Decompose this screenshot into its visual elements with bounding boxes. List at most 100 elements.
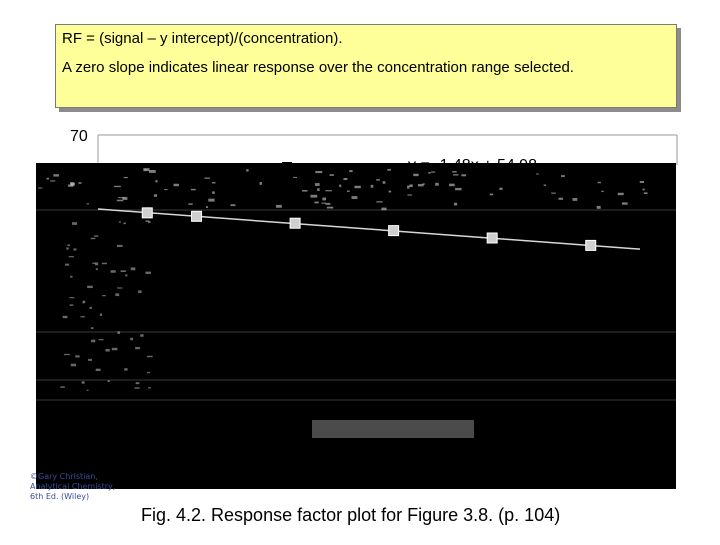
artifact-left-54: [95, 368, 101, 372]
artifact-85: [572, 198, 578, 201]
artifact-36: [489, 193, 494, 196]
x-axis-title-artifact: [312, 420, 474, 438]
artifact-left-35: [94, 262, 99, 266]
note-line-2: A zero slope indicates linear response o…: [62, 59, 574, 76]
data-point-1: [191, 210, 203, 222]
artifact-66: [211, 182, 216, 184]
artifact-84: [143, 168, 150, 172]
credit-line-2: Analytical Chemistry,: [30, 482, 116, 491]
artifact-9: [382, 181, 386, 184]
artifact-25: [116, 199, 124, 202]
artifact-52: [153, 194, 158, 197]
artifact-left-2: [67, 244, 70, 247]
artifact-left-56: [147, 387, 151, 389]
artifact-7: [302, 190, 308, 192]
artifact-left-50: [82, 302, 85, 304]
artifact-left-25: [118, 221, 121, 223]
artifact-left-22: [81, 381, 85, 384]
artifact-78: [329, 174, 334, 176]
artifact-left-46: [66, 247, 69, 250]
artifact-43: [351, 196, 358, 199]
artifact-15: [639, 180, 644, 183]
artifact-left-4: [88, 358, 92, 361]
artifact-87: [435, 182, 439, 186]
artifact-58: [325, 190, 332, 192]
artifact-34: [339, 184, 342, 188]
artifact-left-20: [94, 235, 99, 237]
artifact-left-31: [123, 222, 126, 225]
artifact-left-17: [138, 290, 142, 293]
artifact-left-7: [115, 293, 120, 297]
artifact-2: [409, 184, 413, 187]
artifact-left-13: [99, 313, 102, 316]
data-point-5: [585, 239, 597, 251]
artifact-33: [431, 171, 436, 173]
artifact-left-9: [130, 337, 134, 341]
artifact-80: [407, 194, 412, 196]
artifact-47: [354, 185, 361, 189]
artifact-24: [325, 202, 331, 205]
credit-line-3: 6th Ed. (Wiley): [30, 492, 90, 501]
artifact-left-3: [70, 275, 73, 278]
artifact-79: [190, 188, 196, 191]
artifact-46: [448, 183, 455, 187]
artifact-left-24: [72, 222, 78, 225]
artifact-11: [188, 203, 193, 205]
artifact-68: [212, 191, 215, 194]
artifact-left-15: [146, 355, 153, 358]
artifact-left-26: [86, 389, 89, 391]
credit-text: ©Gary Christian, Analytical Chemistry, 6…: [30, 472, 115, 502]
artifact-left-52: [124, 368, 128, 371]
artifact-32: [536, 173, 539, 175]
artifact-54: [561, 175, 565, 177]
artifact-left-37: [134, 387, 140, 389]
artifact-75: [597, 181, 601, 184]
artifact-86: [50, 180, 56, 182]
artifact-left-38: [91, 339, 96, 343]
data-point-4: [486, 232, 498, 244]
artifact-50: [164, 189, 168, 191]
artifact-12: [417, 184, 424, 187]
artifact-left-43: [92, 262, 96, 264]
artifact-left-14: [98, 339, 104, 341]
artifact-left-11: [95, 268, 98, 271]
artifact-82: [428, 171, 431, 174]
artifact-left-29: [62, 315, 68, 319]
artifact-13: [123, 176, 128, 179]
artifact-77: [551, 192, 556, 194]
figure-caption: Fig. 4.2. Response factor plot for Figur…: [141, 505, 561, 525]
artifact-left-6: [101, 262, 107, 265]
note-line-1: RF = (signal – y intercept)/(concentrati…: [62, 30, 343, 47]
artifact-left-32: [105, 348, 110, 352]
artifact-19: [621, 202, 628, 205]
artifact-left-8: [69, 304, 74, 306]
artifact-61: [376, 179, 380, 181]
artifact-56: [343, 178, 348, 181]
artifact-72: [422, 183, 425, 185]
artifact-6: [114, 185, 121, 188]
artifact-left-0: [65, 263, 70, 266]
artifact-21: [173, 183, 179, 187]
artifact-76: [70, 182, 74, 186]
artifact-4: [461, 174, 467, 177]
data-points: [141, 207, 597, 251]
artifact-65: [122, 196, 128, 200]
data-point-2: [289, 217, 301, 229]
artifact-left-21: [60, 386, 65, 388]
artifact-5: [149, 170, 156, 173]
artifact-left-36: [145, 220, 149, 222]
artifact-left-57: [130, 267, 136, 271]
artifact-10: [259, 182, 262, 185]
artifact-left-51: [117, 331, 121, 334]
artifact-left-58: [68, 256, 74, 258]
artifact-left-30: [145, 271, 151, 274]
artifact-22: [206, 206, 209, 208]
artifact-57: [246, 169, 249, 172]
artifact-left-19: [91, 327, 94, 330]
artifact-left-12: [125, 274, 128, 277]
artifact-64: [543, 184, 547, 186]
artifact-44: [381, 207, 387, 211]
y-tick-label-70: 70: [70, 128, 88, 145]
